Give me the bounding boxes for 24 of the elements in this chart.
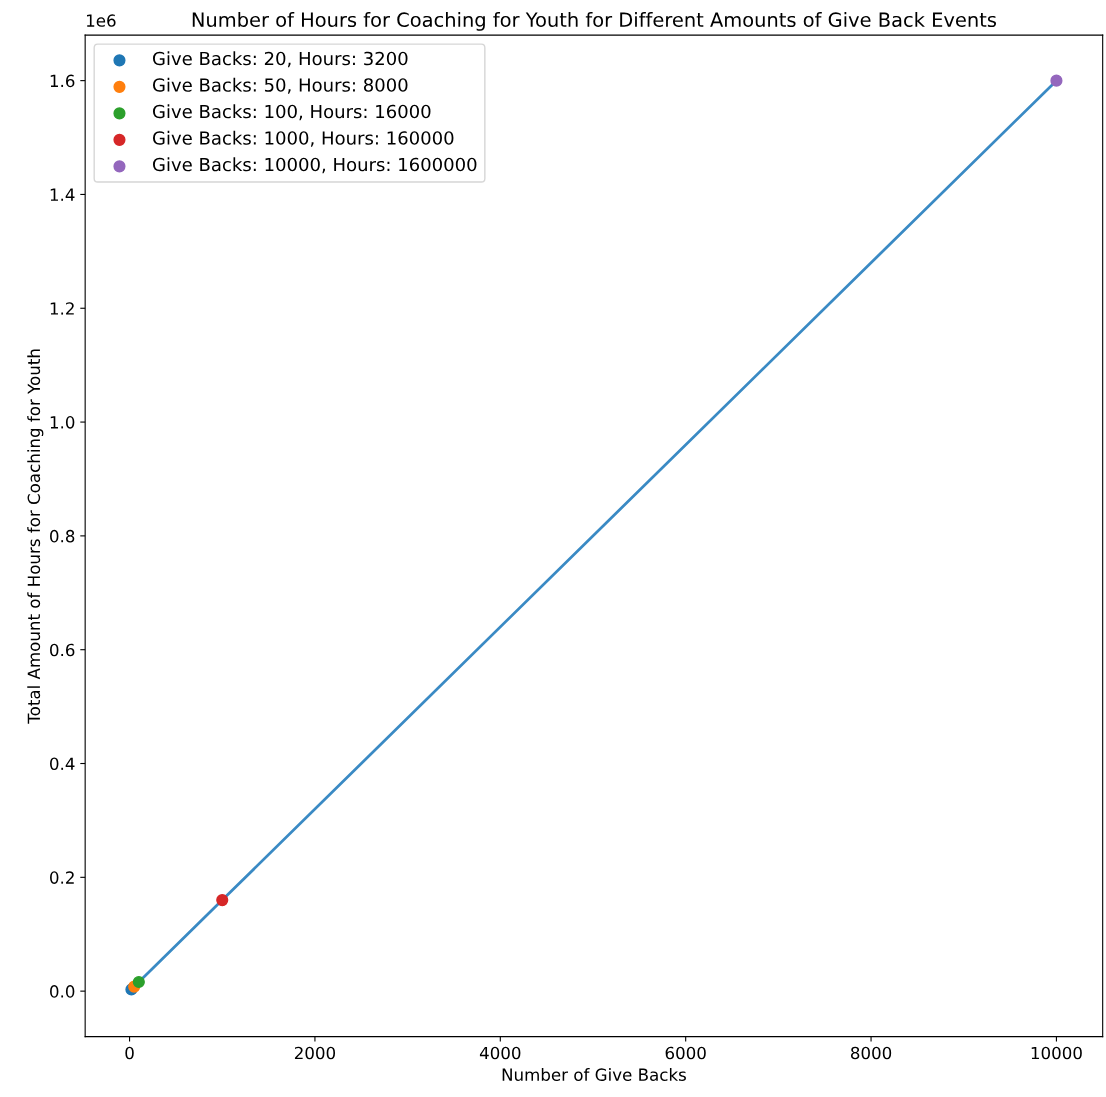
y-tick-label: 0.8 (50, 529, 75, 543)
y-tick-label: 1.2 (50, 302, 74, 315)
text: 1e6 (86, 14, 116, 27)
legend-label: Give Backs: 10000, Hours: 1600000 (152, 157, 477, 174)
x-tick-label: 2000 (294, 1046, 336, 1060)
legend-label: Give Backs: 100, Hours: 16000 (152, 104, 431, 121)
x-tick-label: 4000 (479, 1046, 521, 1060)
x-tick-label: 10000 (1031, 1046, 1082, 1060)
y-tick-label: 1.4 (50, 188, 75, 201)
y-tick-label: 1.6 (50, 74, 75, 88)
y-tick-label: 1.0 (50, 416, 75, 429)
y-tick-label: 0.2 (50, 871, 74, 884)
legend-label: Give Backs: 50, Hours: 8000 (152, 77, 408, 94)
y-tick-label: 0.4 (50, 757, 75, 771)
x-tick-label: 0 (125, 1046, 134, 1060)
y-tick-label: 0.0 (50, 985, 75, 998)
x-tick-label: 8000 (850, 1046, 892, 1060)
y-tick-label: 0.6 (50, 643, 75, 657)
legend-label: Give Backs: 20, Hours: 3200 (152, 51, 408, 68)
y-axis-title: Total Amount of Hours for Coaching for Youth (27, 349, 44, 724)
x-axis-title: Number of Give Backs (502, 1068, 686, 1081)
x-tick-label: 6000 (665, 1046, 706, 1060)
chart-title: Number of Hours for Coaching for Youth for Different Amounts of Give Back Events (192, 12, 997, 31)
legend-label: Give Backs: 1000, Hours: 160000 (152, 130, 454, 147)
